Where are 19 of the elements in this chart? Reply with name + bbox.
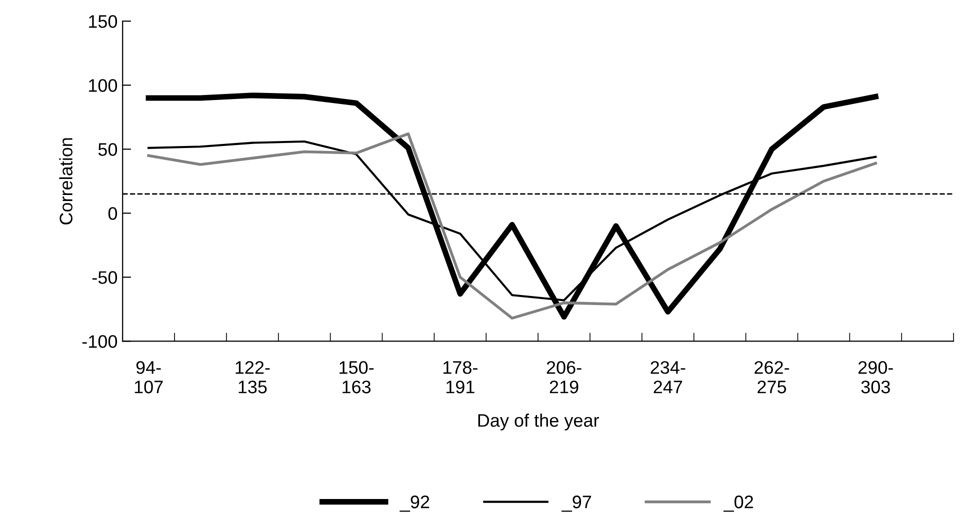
y-tick-label: 0 [108,207,118,220]
x-tick-label: 122- 135 [236,361,270,394]
y-tick-label: -100 [82,335,118,348]
x-tick-label: 94- 107 [134,361,163,394]
x-tick-label: 150- 163 [340,361,374,394]
x-axis-title: Day of the year [478,414,599,430]
legend-label: _92 [400,496,430,512]
legend-label: _97 [562,496,592,512]
x-tick-label: 206- 219 [546,361,582,394]
y-axis-title: Correlation [59,138,72,224]
legend-label: _02 [723,496,753,512]
x-tick-label: 178- 191 [443,361,478,394]
y-tick-label: 50 [98,143,118,156]
x-tick-label: 234- 247 [650,361,686,394]
y-tick-label: 100 [88,79,118,92]
y-tick-label: -50 [92,271,118,284]
y-tick-label: 150 [88,15,118,28]
x-tick-label: 262- 275 [754,361,790,394]
x-tick-label: 290- 303 [858,361,893,394]
